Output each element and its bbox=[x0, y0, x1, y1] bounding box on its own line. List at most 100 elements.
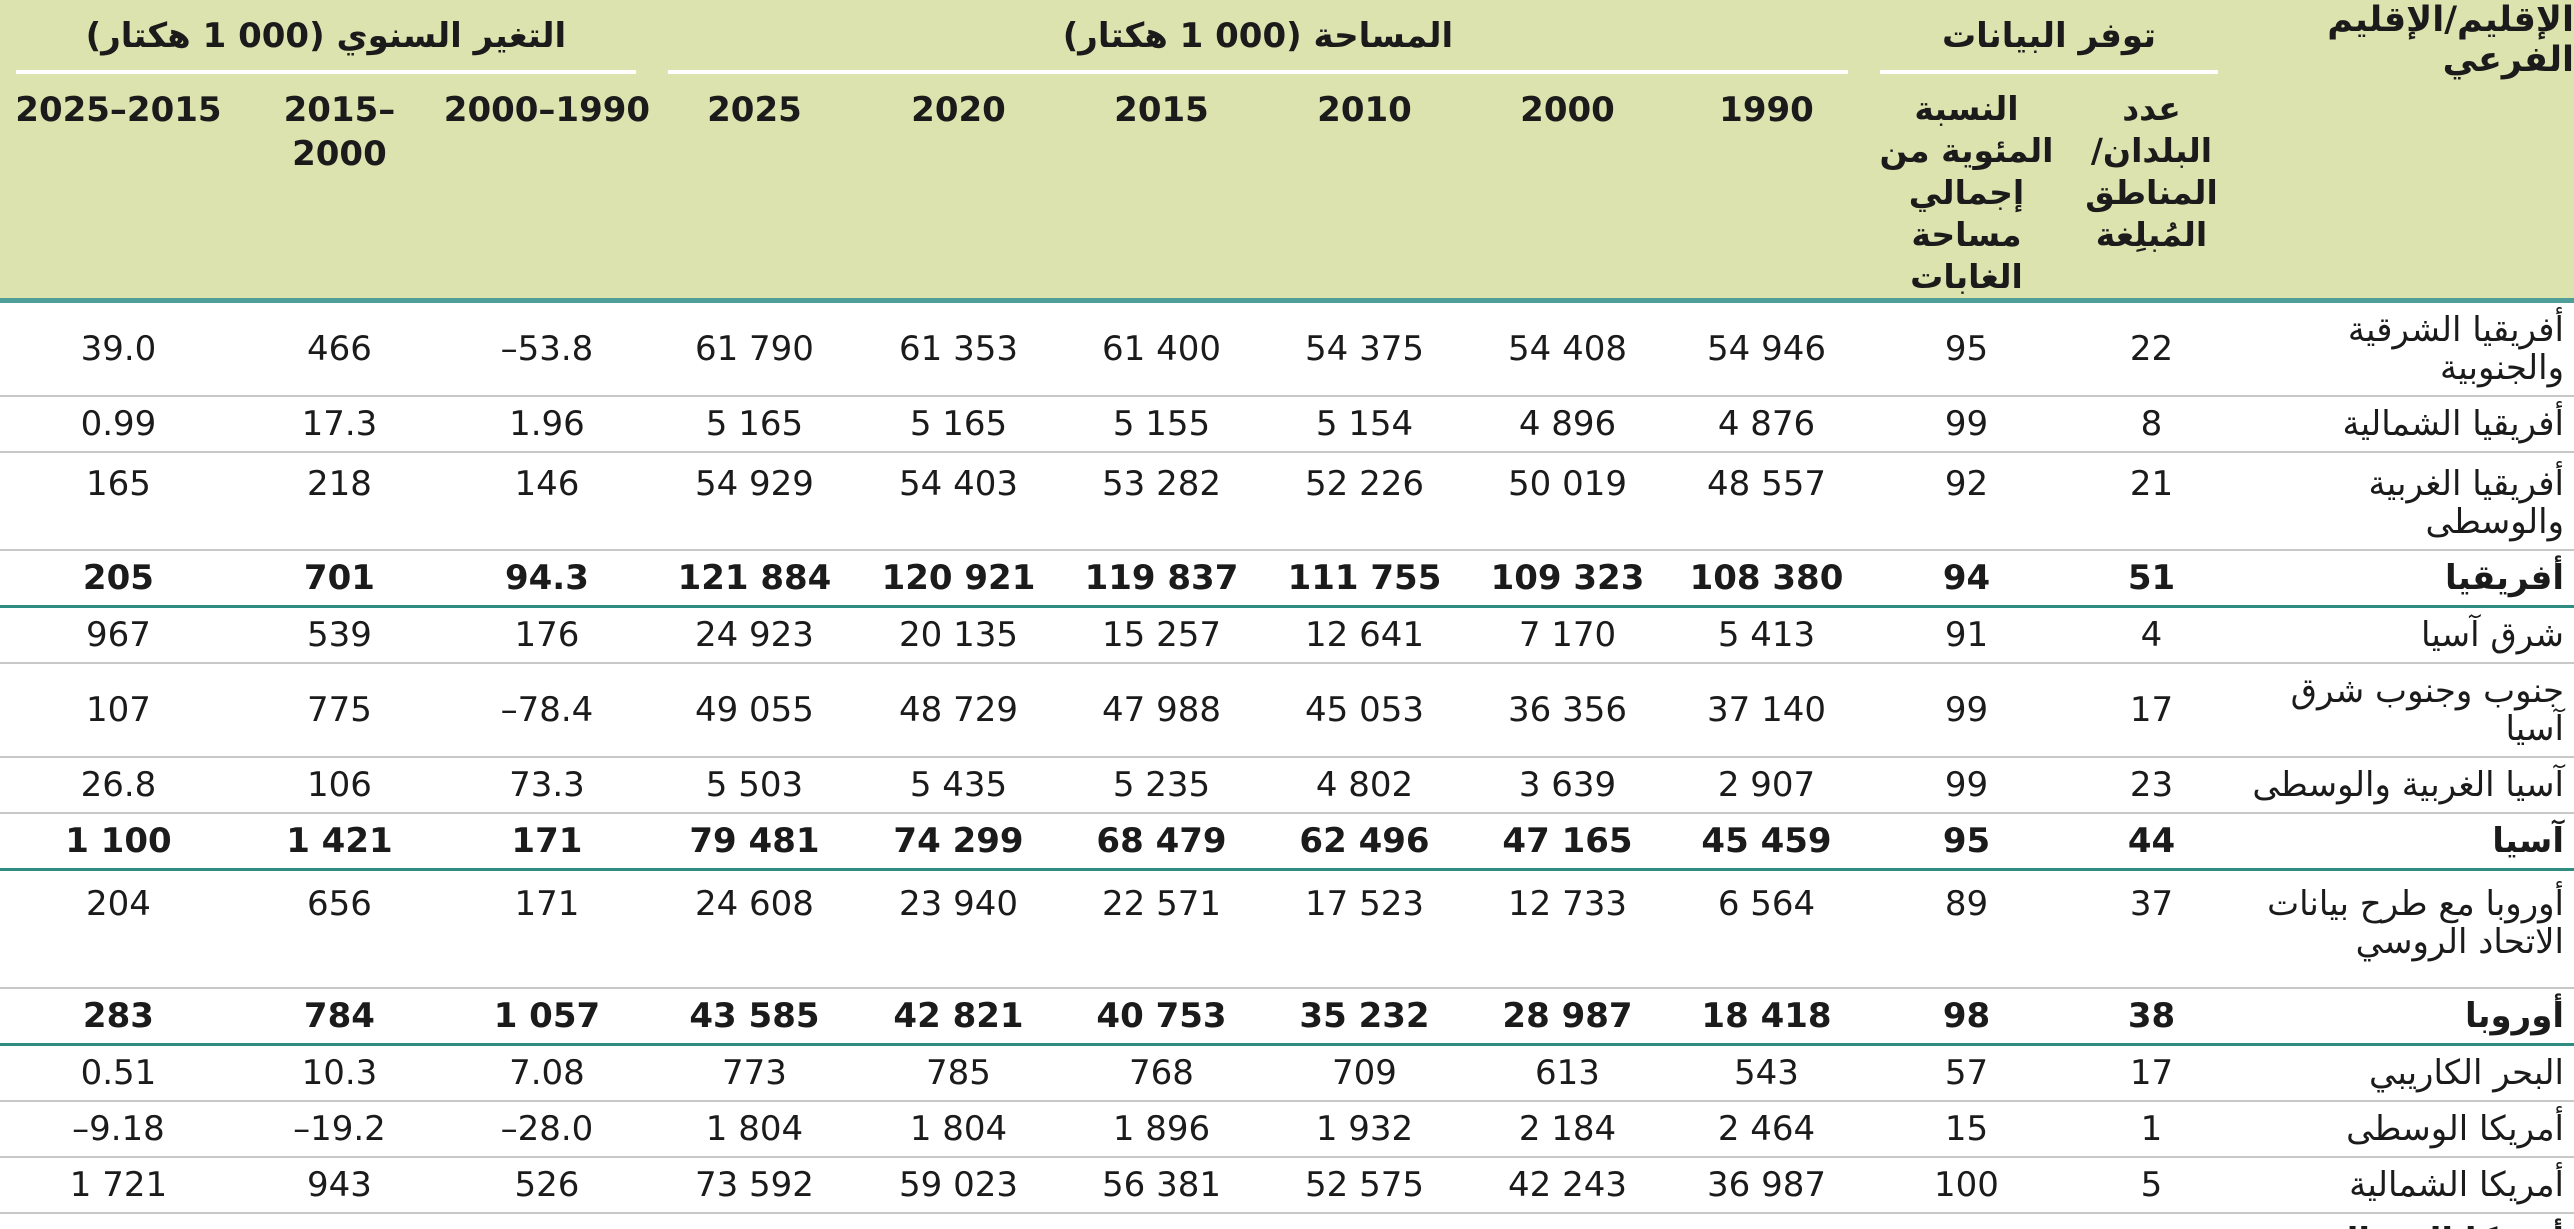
region-cell: البحر الكاريبي bbox=[2368, 1052, 2564, 1093]
value-cell: 95 bbox=[1942, 821, 1991, 861]
value-cell: 54 946 bbox=[1707, 329, 1826, 369]
value-cell: 283 bbox=[82, 995, 154, 1036]
value-cell: 95 bbox=[1944, 329, 1989, 369]
col-header-change-2000-2015: 2015–2000 bbox=[283, 90, 396, 174]
value-cell: 45 040 bbox=[1466, 1213, 1669, 1229]
value-cell: –78.4 bbox=[500, 690, 594, 730]
value-cell: 42 821 bbox=[893, 995, 1024, 1036]
value-cell: 1 721 bbox=[69, 1164, 168, 1205]
group-header-availability: توفر البيانات bbox=[1864, 0, 2234, 74]
value-cell: 23 bbox=[2069, 1213, 2234, 1229]
group-header-row: الإقليم/الإقليم الفرعي توفر البيانات الم… bbox=[0, 0, 2574, 80]
table-row: أمريكا الوسطى 1 15 2 464 2 184 1 932 1 896 1 80… bbox=[0, 1101, 2574, 1157]
col-header-2015: 2015 bbox=[1114, 90, 1209, 130]
value-cell: 12 733 bbox=[1508, 884, 1627, 924]
region-column-header: الإقليم/الإقليم الفرعي bbox=[2327, 0, 2574, 80]
value-cell: 146 bbox=[514, 464, 580, 504]
value-cell: 24 923 bbox=[694, 615, 814, 655]
value-cell: 119 837 bbox=[1084, 558, 1239, 598]
table-row: البحر الكاريبي 17 57 543 613 709 768 785 773 7.08… bbox=[0, 1044, 2574, 1101]
value-cell: 0.99 bbox=[80, 404, 157, 444]
value-cell: 5 413 bbox=[1717, 615, 1816, 655]
value-cell: 5 165 bbox=[705, 404, 804, 444]
value-cell: 91 bbox=[1944, 615, 1989, 655]
value-cell: 99 bbox=[1944, 404, 1989, 444]
value-cell: 1 896 bbox=[1112, 1108, 1211, 1149]
value-cell: 44 bbox=[2127, 821, 2176, 861]
region-cell: شرق آسيا bbox=[2421, 615, 2564, 655]
value-cell: 5 154 bbox=[1315, 404, 1414, 444]
value-cell: 1 bbox=[2140, 1108, 2163, 1149]
group-label-annual-change: التغير السنوي (1 000 هكتار) bbox=[15, 0, 636, 74]
value-cell: 165 bbox=[85, 464, 151, 504]
value-cell: 5 bbox=[2140, 1164, 2163, 1205]
value-cell: 54 403 bbox=[899, 464, 1018, 504]
value-cell: 61 353 bbox=[899, 329, 1018, 369]
value-cell: 218 bbox=[306, 464, 372, 504]
value-cell: 21 bbox=[2129, 464, 2174, 504]
value-cell: 4 802 bbox=[1315, 765, 1414, 805]
value-cell: 5 155 bbox=[1112, 404, 1211, 444]
value-cell: 61 612 bbox=[857, 1213, 1060, 1229]
value-cell: 2 184 bbox=[1518, 1108, 1617, 1149]
value-cell: 61 400 bbox=[1102, 329, 1221, 369]
value-cell: 22 571 bbox=[1102, 884, 1221, 924]
table-row: أفريقيا الغربية والوسطى 21 92 48 557 50 019 5… bbox=[0, 452, 2574, 550]
value-cell: 7 170 bbox=[1518, 615, 1617, 655]
region-cell: أمريكا الشمالية bbox=[2349, 1164, 2564, 1205]
value-cell: 37 bbox=[2129, 884, 2174, 924]
table-row: أفريقيا الشمالية 8 99 4 876 4 896 5 154 5 155 5… bbox=[0, 396, 2574, 452]
table-row: شرق آسيا 4 91 5 413 7 170 12 641 15 257 20 135 2… bbox=[0, 607, 2574, 663]
region-cell: آسيا bbox=[2492, 821, 2564, 861]
value-cell: 92 bbox=[1944, 464, 1989, 504]
value-cell: 89 bbox=[1944, 884, 1989, 924]
value-cell: 5 235 bbox=[1112, 765, 1211, 805]
value-cell: 59 045 bbox=[1060, 1213, 1263, 1229]
table-row: أمريكا الشمالية والوسطى239739 99445 0405… bbox=[0, 1213, 2574, 1229]
col-header-change-1990-2000: 2000–1990 bbox=[443, 90, 651, 130]
value-cell: 7.08 bbox=[509, 1052, 585, 1093]
value-cell: 6 564 bbox=[1717, 884, 1816, 924]
value-cell: 204 bbox=[85, 884, 151, 924]
value-cell: 2 907 bbox=[1717, 765, 1816, 805]
value-cell: 111 755 bbox=[1287, 558, 1442, 598]
value-cell: 73 592 bbox=[694, 1164, 814, 1205]
value-cell: 205 bbox=[82, 558, 154, 598]
value-cell: 934 bbox=[237, 1213, 442, 1229]
value-cell: 50 019 bbox=[1508, 464, 1627, 504]
value-cell: 526 bbox=[514, 1164, 580, 1205]
value-cell: 40 753 bbox=[1096, 995, 1227, 1036]
value-cell: 613 bbox=[1535, 1052, 1600, 1093]
region-cell: أفريقيا الغربية والوسطى bbox=[2368, 464, 2564, 542]
value-cell: 4 bbox=[2140, 615, 2163, 655]
group-header-annual-change: التغير السنوي (1 000 هكتار) bbox=[0, 0, 652, 74]
value-cell: 17.3 bbox=[301, 404, 378, 444]
value-cell: 943 bbox=[306, 1164, 372, 1205]
value-cell: 74 299 bbox=[893, 821, 1024, 861]
value-cell: 79 481 bbox=[689, 821, 820, 861]
value-cell: 1 712 bbox=[0, 1213, 237, 1229]
value-cell: 43 585 bbox=[689, 995, 820, 1036]
value-cell: 543 bbox=[1734, 1052, 1799, 1093]
value-cell: 1 057 bbox=[493, 995, 601, 1036]
value-cell: 109 323 bbox=[1490, 558, 1645, 598]
value-cell: 54 929 bbox=[694, 464, 814, 504]
col-header-change-2015-2025: 2025–2015 bbox=[15, 90, 222, 130]
value-cell: 1 804 bbox=[705, 1108, 804, 1149]
value-cell: 1 932 bbox=[1315, 1108, 1414, 1149]
value-cell: 23 940 bbox=[899, 884, 1018, 924]
value-cell: 1 421 bbox=[286, 821, 393, 861]
value-cell: 656 bbox=[306, 884, 372, 924]
value-cell: 97 bbox=[1864, 1213, 2069, 1229]
value-cell: 26.8 bbox=[80, 765, 157, 805]
value-cell: 68 479 bbox=[1096, 821, 1227, 861]
value-cell: 57 bbox=[1944, 1052, 1989, 1093]
value-cell: 56 381 bbox=[1102, 1164, 1221, 1205]
value-cell: 171 bbox=[511, 821, 583, 861]
region-cell: أوروبا مع طرح بيانات الاتحاد الروسي bbox=[2267, 884, 2564, 962]
value-cell: 23 bbox=[2129, 765, 2174, 805]
value-cell: 709 bbox=[1332, 1052, 1397, 1093]
table-row: أوروبا مع طرح بيانات الاتحاد الروسي 37 89 6… bbox=[0, 870, 2574, 988]
col-header-countries-reporting: عدد البلدان/المناطق المُبلِغة bbox=[2085, 89, 2218, 254]
value-cell: 37 140 bbox=[1707, 690, 1826, 730]
